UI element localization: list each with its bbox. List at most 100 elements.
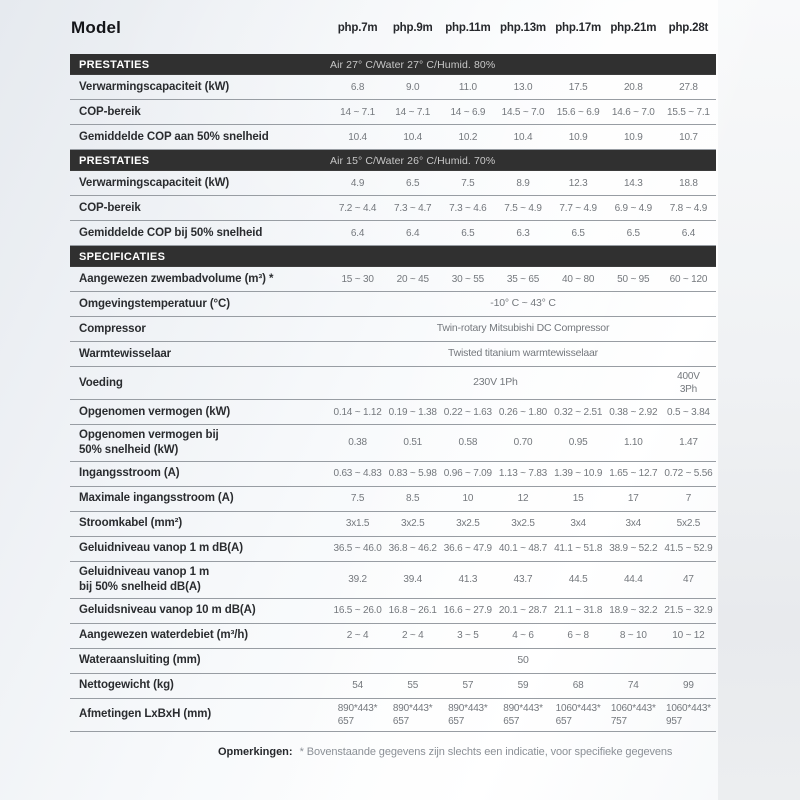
spec-value-cell: 6.3 — [516, 227, 530, 239]
spec-value-cell: 2 ~ 4 — [346, 630, 369, 642]
spec-value-cell-span: Twin-rotary Mitsubishi DC Compressor — [436, 322, 610, 335]
spec-row: Nettogewicht (kg) 54 55 57 59 68 74 99 — [70, 674, 716, 699]
spec-value-cell: 3x2.5 — [456, 518, 480, 530]
spec-value-cell: 10.4 — [513, 131, 533, 143]
model-column-header-2: php.9m — [392, 22, 433, 34]
spec-value-cell: 47 — [683, 574, 694, 586]
row-label: Nettogewicht (kg) — [79, 679, 174, 692]
remarks-note: * Bovenstaande gegevens zijn slechts een… — [299, 745, 673, 758]
spec-value-cell: 54 — [352, 680, 363, 692]
spec-value-cell: 0.83 ~ 5.98 — [388, 468, 437, 480]
spec-value-cell: 20 ~ 45 — [396, 273, 429, 285]
spec-value-cell: 0.14 ~ 1.12 — [333, 406, 382, 418]
spec-value-cell: 10.7 — [679, 131, 698, 143]
spec-row: Warmtewisselaar Twisted titanium warmtewi… — [70, 342, 716, 367]
spec-row: Verwarmingscapaciteit (kW) 6.8 9.0 11.0 13.0… — [70, 75, 716, 100]
spec-value-cell: 6.5 — [626, 227, 641, 239]
spec-value-cell: 8 ~ 10 — [619, 630, 647, 642]
spec-row: COP-bereik 14 ~ 7.1 14 ~ 7.1 14 ~ 6.9 14.5 ~… — [70, 100, 716, 125]
spec-value-cell: 74 — [627, 680, 639, 692]
model-column-header-6: php.21m — [610, 22, 657, 34]
row-label: Ingangsstroom (A) — [79, 467, 180, 480]
spec-value-cell: 10 — [462, 493, 474, 505]
spec-value-cell: 27.8 — [679, 81, 698, 93]
spec-value-cell: 14.3 — [623, 177, 643, 189]
spec-value-cell: 30 ~ 55 — [451, 273, 484, 285]
spec-value-cell: 10.4 — [403, 131, 423, 143]
row-label: COP-bereik — [79, 201, 141, 214]
row-label: Opgenomen vermogen (kW) — [79, 405, 231, 418]
spec-value-cell: 55 — [407, 680, 419, 692]
model-column-header-1: php.7m — [337, 22, 378, 34]
row-label: Warmtewisselaar — [79, 347, 172, 360]
spec-value-cell: 7.3 ~ 4.6 — [449, 202, 487, 214]
spec-value-cell: 39.4 — [403, 574, 423, 586]
spec-value-cell: 59 — [517, 680, 529, 692]
spec-value-cell: 35 ~ 65 — [506, 273, 540, 285]
spec-value-cell: 44.4 — [623, 574, 643, 586]
section-title: PRESTATIES — [79, 154, 150, 167]
spec-row: Wateraansluiting (mm) 50 — [70, 649, 716, 674]
spec-value-cell: 7.5 — [461, 177, 475, 189]
spec-row: Aangewezen waterdebiet (m³/h) 2 ~ 4 2 ~ 4 3… — [70, 624, 716, 649]
spec-value-cell: 6.5 — [571, 227, 585, 239]
spec-value-cell: 0.70 — [513, 437, 533, 449]
spec-value-cell: 7.5 — [350, 493, 365, 505]
spec-value-cell: 2 ~ 4 — [401, 630, 424, 642]
row-label: Geluidniveau vanop 1 m bij 50% snelheid … — [79, 565, 210, 593]
spec-value-text: 1060*443* 757 — [610, 702, 656, 727]
spec-value-cell: 5x2.5 — [676, 518, 701, 530]
row-label: Stroomkabel (mm²) — [79, 517, 183, 530]
spec-section: PRESTATIES Air 15° C/Water 26° C/Humid. 7… — [70, 150, 716, 246]
spec-value-cell: 12 — [517, 493, 529, 505]
spec-section: PRESTATIES Air 27° C/Water 27° C/Humid. 8… — [70, 54, 716, 150]
spec-value-text: 890*443* 657 — [448, 702, 488, 727]
section-condition: Air 15° C/Water 26° C/Humid. 70% — [330, 154, 496, 167]
spec-value-text: 890*443* 657 — [337, 702, 378, 727]
spec-value-cell: 1.13 ~ 7.83 — [498, 468, 548, 480]
spec-value-cell: 1060*443* 657 — [551, 702, 606, 728]
section-header-bar: SPECIFICATIES — [70, 246, 716, 267]
spec-row: Geluidsniveau vanop 10 m dB(A) 16.5 ~ 26.… — [70, 599, 716, 624]
row-label: Compressor — [79, 322, 146, 335]
spec-value-cell-span: 230V 1Ph — [473, 376, 518, 389]
spec-value-cell: 890*443* 657 — [385, 702, 440, 728]
spec-value-cell: 6.4 — [350, 227, 365, 239]
spec-value-cell: 0.38 — [348, 437, 367, 449]
row-label: Maximale ingangsstroom (A) — [79, 492, 234, 505]
spec-value-cell: 18.9 ~ 32.2 — [609, 605, 658, 617]
spec-row: Verwarmingscapaciteit (kW) 4.9 6.5 7.5 8.9 12… — [70, 171, 716, 196]
model-column-header-5: php.17m — [555, 22, 602, 34]
spec-value-cell-span: Twisted titanium warmtewisselaar — [448, 347, 598, 360]
spec-value-cell: 16.5 ~ 26.0 — [333, 605, 382, 617]
row-label: Aangewezen waterdebiet (m³/h) — [79, 629, 248, 642]
section-condition: Air 27° C/Water 27° C/Humid. 80% — [330, 58, 496, 71]
spec-value-cell: 40.1 ~ 48.7 — [498, 543, 548, 555]
spec-row: Ingangsstroom (A) 0.63 ~ 4.83 0.83 ~ 5.98 0… — [70, 462, 716, 487]
section-title: SPECIFICATIES — [79, 250, 166, 263]
row-label: Gemiddelde COP aan 50% snelheid — [79, 130, 269, 143]
spec-value-cell: 3x1.5 — [345, 518, 370, 530]
section-title: PRESTATIES — [79, 58, 150, 71]
spec-value-cell: 60 ~ 120 — [669, 273, 708, 285]
spec-value-cell: 38.9 ~ 52.2 — [609, 543, 658, 555]
spec-value-cell: 3x4 — [625, 518, 642, 530]
spec-value-cell: 890*443* 657 — [330, 702, 385, 728]
spec-value-cell: 36.8 ~ 46.2 — [388, 543, 437, 555]
spec-value-cell: 41.3 — [458, 574, 478, 586]
section-header-bar: PRESTATIES Air 15° C/Water 26° C/Humid. 7… — [70, 150, 716, 171]
spec-value-cell: 15 ~ 30 — [341, 273, 374, 285]
spec-value-cell: 0.22 ~ 1.63 — [443, 406, 492, 418]
spec-value-cell: 13.0 — [513, 81, 533, 93]
remarks-footer: Opmerkingen: * Bovenstaande gegevens zijn… — [70, 746, 716, 758]
spec-value-cell: 16.6 ~ 27.9 — [443, 605, 492, 617]
spec-value-cell: 6.5 — [406, 177, 420, 189]
spec-value-cell: 10 ~ 12 — [672, 630, 705, 642]
spec-value-cell: 0.63 ~ 4.83 — [333, 468, 382, 480]
spec-value-cell: 39.2 — [348, 574, 367, 586]
spec-value-cell: 14.6 ~ 7.0 — [611, 106, 655, 118]
spec-value-cell: 7.5 ~ 4.9 — [504, 202, 542, 214]
spec-value-cell: 8.5 — [406, 493, 420, 505]
model-header-row: Model php.7m php.9m php.11m php.13m php.… — [70, 0, 716, 54]
